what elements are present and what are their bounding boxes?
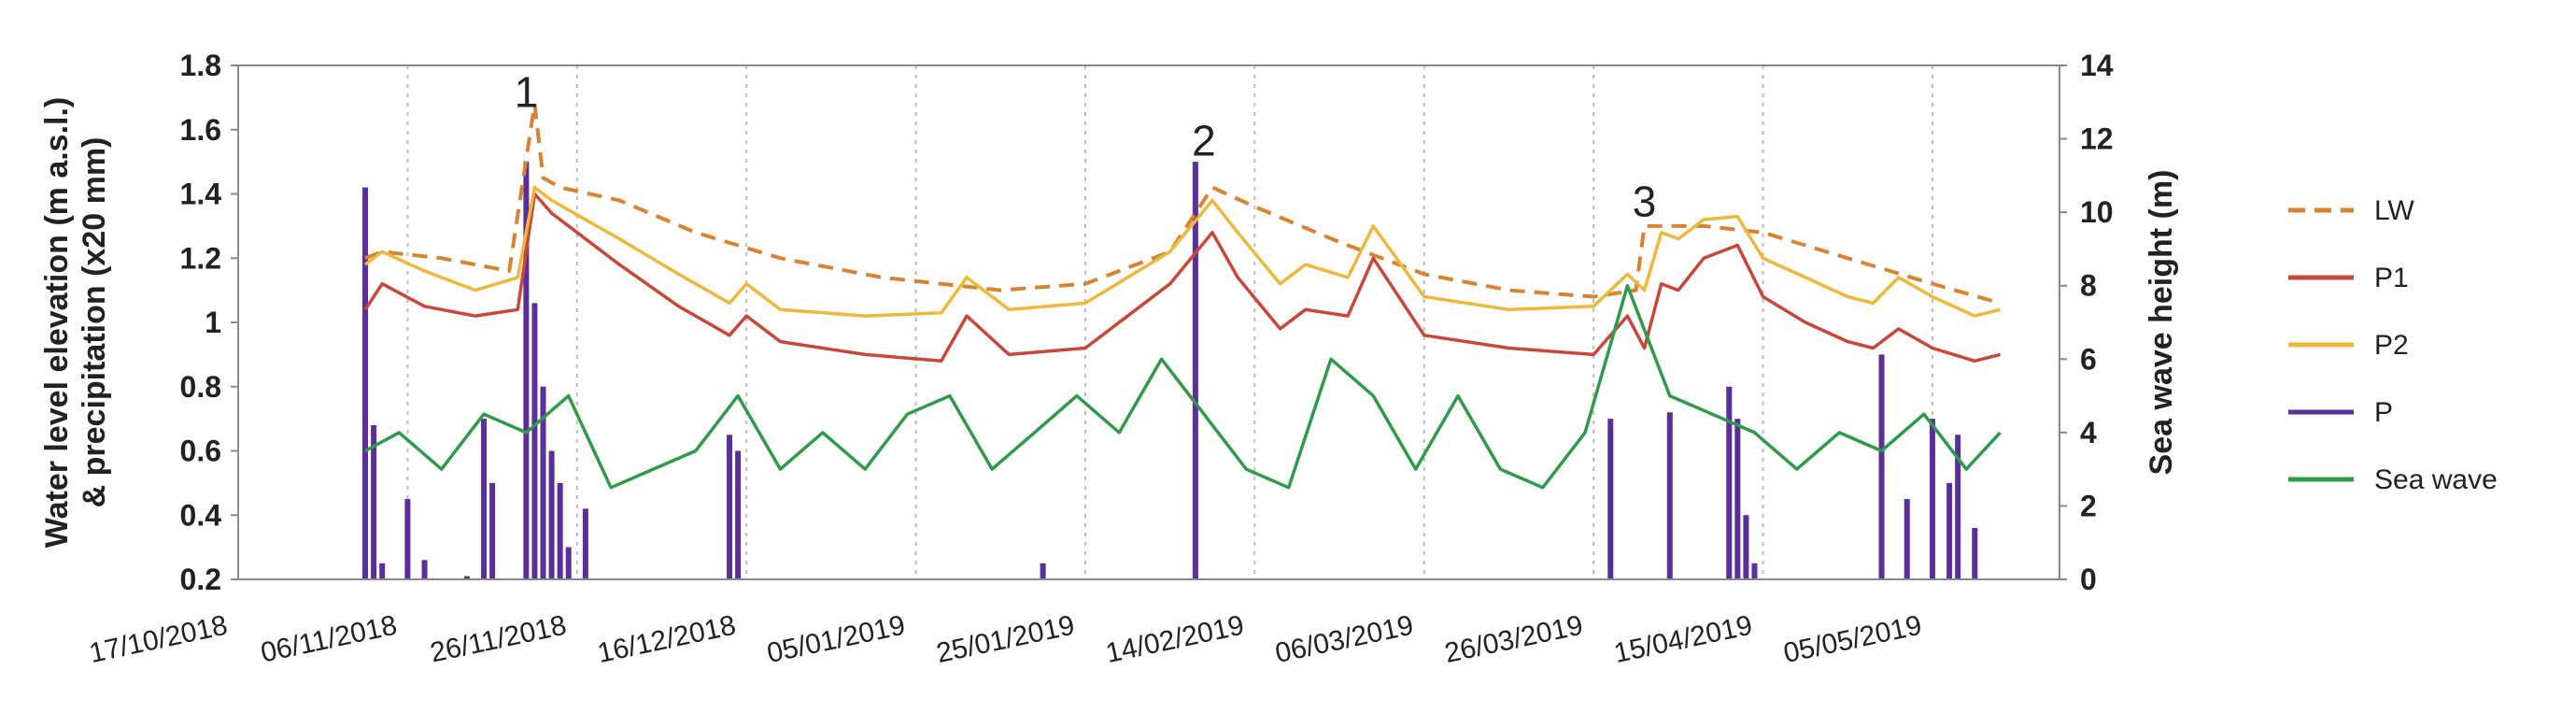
left-tick-label-0: 0.2 [180,563,221,596]
legend-label-p2: P2 [2374,330,2409,361]
bar-p-11 [548,450,555,579]
precipitation-bars [362,162,1978,579]
bar-p-8 [523,162,530,579]
event-label-0: 1 [515,68,539,117]
right-tick-label-4: 8 [2080,269,2097,303]
legend-label-lw: LW [2374,195,2414,226]
bar-p-17 [1040,563,1046,579]
series-line-lw [364,102,2002,306]
bar-p-12 [557,482,563,579]
legend-label-sea-wave: Sea wave [2374,464,2498,495]
left-tick-label-7: 1.6 [180,113,221,147]
bar-p-10 [540,386,546,579]
right-tick-label-5: 10 [2080,195,2114,229]
bar-p-25 [1878,354,1885,579]
bar-p-3 [404,499,411,579]
series-line-sea-wave [364,283,2002,490]
event-label-2: 3 [1633,178,1657,226]
bar-p-2 [379,563,386,579]
series-line-p1 [363,192,2001,364]
bar-p-16 [735,450,742,579]
bar-p-29 [1955,435,1961,579]
bar-p-13 [565,547,572,579]
right-tick-label-2: 4 [2080,416,2097,449]
bar-p-1 [371,425,377,579]
bar-p-0 [362,187,369,579]
event-label-1: 2 [1192,116,1216,164]
legend-label-p: P [2374,397,2393,428]
event-annotations: 1 2 3 [515,68,1657,226]
right-tick-label-6: 12 [2080,122,2114,156]
right-axis-title: Sea wave height (m) [2144,170,2179,476]
legend-label-p1: P1 [2374,263,2409,293]
legend: LW P1 P2 P Sea wave [2288,195,2498,495]
left-axis-title-line1: Water level elevation (m a.s.l.) [39,97,75,548]
left-axis-ticks: 0.2 0.4 0.6 0.8 1 1.2 1.4 1.6 1.8 [180,49,238,596]
left-tick-label-3: 0.8 [180,370,221,404]
left-tick-label-5: 1.2 [180,241,221,275]
bar-p-23 [1743,515,1749,579]
left-tick-label-2: 0.6 [180,435,221,468]
bar-p-24 [1751,563,1758,579]
bar-p-28 [1946,482,1953,579]
right-tick-label-1: 2 [2080,489,2097,522]
bar-p-9 [531,303,538,579]
bar-p-7 [489,482,496,579]
right-tick-label-7: 14 [2080,49,2114,82]
bar-p-6 [481,419,488,579]
left-tick-label-4: 1 [205,306,221,339]
bar-p-21 [1726,386,1733,579]
bar-p-27 [1929,419,1935,579]
bar-p-15 [727,435,733,579]
left-axis-title-line2: & precipitation (x20 mm) [77,137,112,508]
bar-p-5 [463,576,470,579]
bar-p-18 [1192,162,1198,579]
bar-p-20 [1666,412,1673,579]
series-line-p2 [363,185,2001,318]
bar-p-19 [1607,419,1614,579]
bar-p-14 [582,508,588,579]
right-axis-ticks: 0 2 4 6 8 10 12 14 [2059,49,2114,596]
right-tick-label-3: 6 [2080,342,2097,376]
right-tick-label-0: 0 [2080,563,2097,596]
bar-p-22 [1734,419,1741,579]
bar-p-26 [1904,499,1910,579]
series-lines [363,102,2002,490]
left-tick-label-8: 1.8 [180,49,221,82]
left-tick-label-1: 0.4 [180,498,222,532]
bar-p-4 [421,560,428,579]
bar-p-30 [1972,528,1978,579]
left-tick-label-6: 1.4 [180,178,222,211]
